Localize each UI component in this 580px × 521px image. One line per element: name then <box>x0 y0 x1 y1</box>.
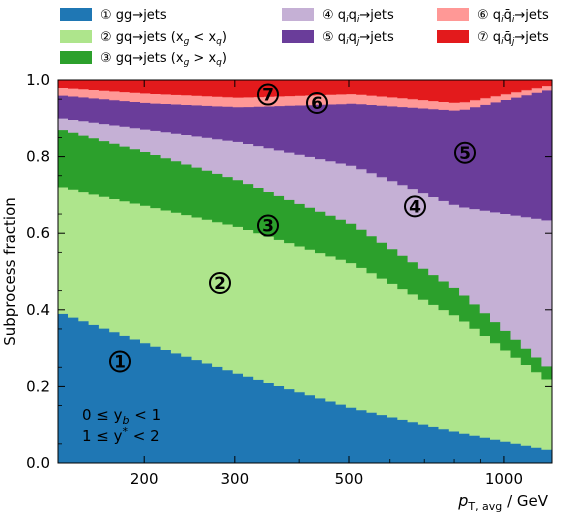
legend: ① gg→jets ② gq→jets (xg < xq) ③ gq→jets (x… <box>60 8 549 68</box>
legend-label-3: ③ gq→jets (xg > xq) <box>100 51 227 68</box>
rapidity-condition-2: 1 ≤ y* < 2 <box>82 425 160 445</box>
marker-circle-5 <box>454 141 476 164</box>
y-tick-label-0: 0.0 <box>26 454 50 472</box>
x-tick-label-0: 200 <box>130 470 159 488</box>
marker-label-3: 3 <box>262 217 274 237</box>
x-tick-label-1: 300 <box>221 470 250 488</box>
legend-swatch-4 <box>282 8 314 21</box>
legend-label-7: ⑦ qiq̄j→jets <box>477 30 549 47</box>
marker-circle-7 <box>257 83 279 106</box>
marker-label-1: 1 <box>114 353 126 373</box>
marker-circle-2 <box>209 271 231 294</box>
y-tick-label-5: 1.0 <box>26 71 50 89</box>
x-tick-label-2: 500 <box>335 470 364 488</box>
x-axis-title: pT, avg / GeV <box>457 491 549 513</box>
legend-swatch-6 <box>437 8 469 21</box>
legend-swatch-1 <box>60 8 92 21</box>
marker-label-5: 5 <box>459 144 471 164</box>
marker-label-2: 2 <box>214 274 226 294</box>
legend-swatch-5 <box>282 30 314 43</box>
plot-frame <box>57 79 553 464</box>
legend-label-5: ⑤ qiqj→jets <box>322 30 394 47</box>
y-tick-label-3: 0.6 <box>26 224 50 242</box>
axes: 0.0 0.2 0.4 0.6 0.8 1.0 200 300 500 1000 Subproces… <box>1 71 553 513</box>
legend-label-2: ② gq→jets (xg < xq) <box>100 30 227 47</box>
x-tick-label-3: 1000 <box>485 470 523 488</box>
y-axis-title: Subprocess fraction <box>1 197 19 346</box>
annotations: 0 ≤ yb < 11 ≤ y* < 2 <box>82 406 161 445</box>
rapidity-condition-1: 0 ≤ yb < 1 <box>82 406 161 427</box>
marker-label-4: 4 <box>409 197 421 217</box>
legend-swatch-2 <box>60 30 92 43</box>
marker-circle-1 <box>109 350 131 373</box>
region-markers: 1 2 3 4 5 6 7 <box>109 83 476 373</box>
marker-label-7: 7 <box>262 86 274 106</box>
marker-label-6: 6 <box>311 94 323 114</box>
legend-label-6: ⑥ qiq̄i→jets <box>477 8 549 25</box>
y-tick-label-2: 0.4 <box>26 301 50 319</box>
marker-circle-4 <box>404 195 426 218</box>
legend-swatch-7 <box>437 30 469 43</box>
marker-circle-6 <box>306 91 328 114</box>
y-tick-label-4: 0.8 <box>26 148 50 166</box>
y-tick-label-1: 0.2 <box>26 377 50 395</box>
legend-label-4: ④ qiqi→jets <box>322 8 394 25</box>
marker-circle-3 <box>257 214 279 237</box>
legend-label-1: ① gg→jets <box>100 8 167 23</box>
legend-swatch-3 <box>60 51 92 64</box>
